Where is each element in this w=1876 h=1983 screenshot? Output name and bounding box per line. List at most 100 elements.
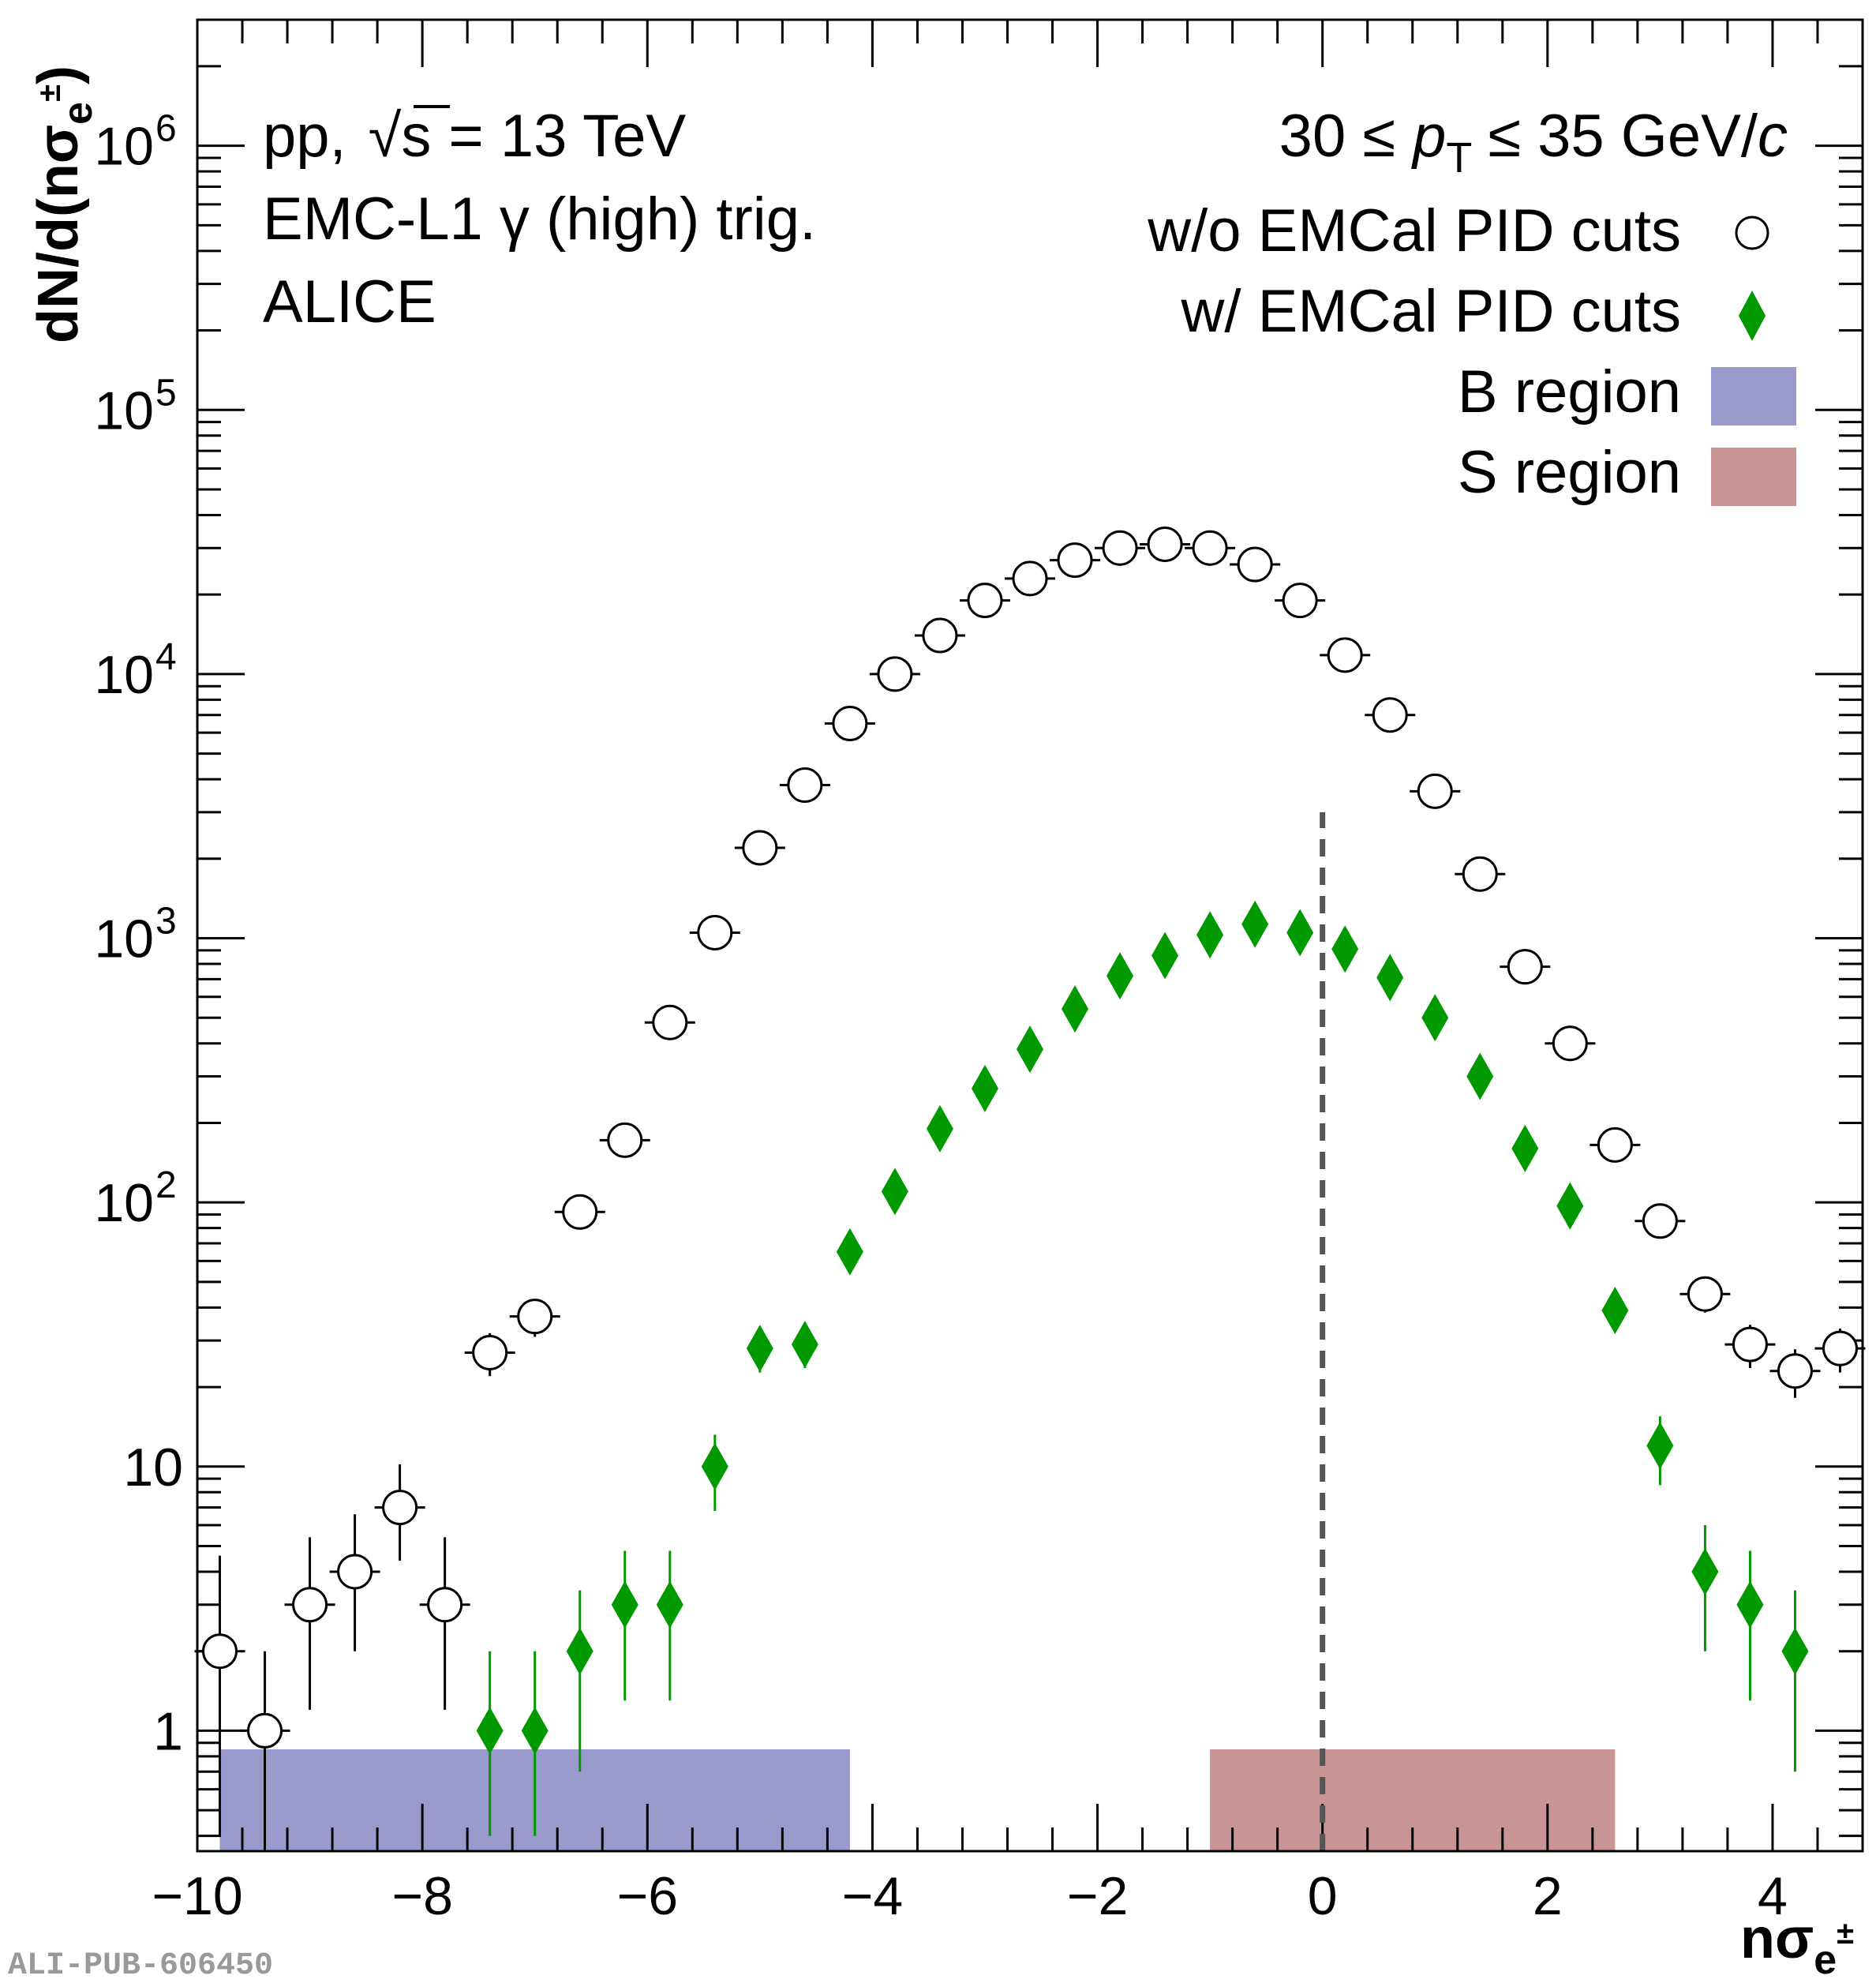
data-point-diamond (881, 1168, 908, 1216)
y-tick-label-exponent: 4 (155, 636, 177, 678)
x-tick-label: −10 (152, 1866, 242, 1926)
data-point-diamond (1556, 1182, 1584, 1230)
legend-box-b-region (1711, 367, 1796, 425)
data-point-diamond (1601, 1287, 1629, 1335)
annotation-experiment: ALICE (263, 268, 436, 335)
data-point-diamond (1107, 952, 1134, 1000)
data-point-diamond (791, 1321, 818, 1369)
annotation-pt-range: 30 ≤ pT ≤ 35 GeV/c (1279, 103, 1788, 182)
data-point-diamond (1646, 1422, 1674, 1470)
data-point-open-circle (1417, 773, 1453, 809)
series-without-pid-cuts (194, 526, 1866, 1851)
data-point-diamond (836, 1228, 863, 1276)
plot-frame (196, 18, 1864, 1853)
data-point-diamond (656, 1580, 683, 1629)
data-point-open-circle (607, 1122, 643, 1158)
y-tick-label: 10 (94, 1173, 154, 1233)
data-point-open-circle (247, 1712, 283, 1749)
data-point-diamond (746, 1325, 773, 1373)
data-point-open-circle (877, 656, 913, 692)
data-point-open-circle (1462, 856, 1498, 892)
data-point-open-circle (1282, 583, 1318, 619)
data-point-diamond (1286, 909, 1314, 957)
data-point-open-circle (1777, 1353, 1813, 1389)
data-point-diamond (1691, 1547, 1719, 1595)
data-point-open-circle (1147, 526, 1183, 562)
y-tick-label-exponent: 3 (155, 901, 177, 943)
data-point-open-circle (1822, 1330, 1858, 1366)
data-point-diamond (1196, 911, 1224, 959)
y-tick-label: 10 (94, 909, 154, 969)
y-axis-title: dN/d(nσe±) (27, 66, 101, 343)
y-tick-label: 10 (94, 380, 154, 440)
axis-ticks (196, 18, 1864, 1851)
data-point-diamond (611, 1580, 638, 1629)
data-point-open-circle (697, 914, 733, 950)
x-tick-label: −8 (391, 1866, 453, 1926)
data-point-open-circle (1057, 542, 1093, 579)
data-point-diamond (1466, 1052, 1494, 1100)
data-point-open-circle (517, 1299, 553, 1335)
data-point-diamond (1062, 985, 1089, 1033)
data-point-open-circle (832, 706, 868, 742)
data-point-diamond (521, 1707, 549, 1755)
data-point-open-circle (1237, 546, 1273, 583)
y-tick-label-exponent: 5 (155, 372, 177, 414)
annotation-trigger: EMC-L1 γ (high) trig. (263, 186, 816, 253)
watermark: ALI-PUB-606450 (8, 1948, 273, 1983)
x-tick-label: 4 (1758, 1866, 1788, 1926)
data-point-diamond (1241, 900, 1269, 948)
legend-marker-diamond (1739, 291, 1766, 341)
legend-marker-open-circle (1735, 216, 1769, 250)
data-point-diamond (971, 1064, 998, 1112)
data-point-open-circle (652, 1004, 688, 1040)
x-tick-labels: −10 −8 −6 −4 −2 0 2 4 (152, 1866, 1788, 1926)
data-point-open-circle (1552, 1025, 1588, 1062)
y-tick-label-exponent: 2 (155, 1164, 177, 1206)
data-point-open-circle (1012, 560, 1048, 597)
data-point-open-circle (1597, 1126, 1633, 1163)
data-point-open-circle (292, 1587, 328, 1623)
data-point-open-circle (787, 767, 823, 804)
data-point-open-circle (472, 1334, 508, 1370)
y-tick-label: 10 (94, 117, 154, 177)
data-point-diamond (1736, 1580, 1764, 1629)
data-point-open-circle (1327, 637, 1363, 673)
data-point-open-circle (922, 617, 958, 654)
data-point-diamond (1511, 1124, 1539, 1172)
data-point-diamond (566, 1627, 594, 1675)
x-tick-label: −4 (842, 1866, 904, 1926)
data-point-open-circle (1507, 949, 1543, 985)
data-point-open-circle (1372, 697, 1408, 733)
x-tick-label: −2 (1067, 1866, 1129, 1926)
legend-label-with-pid: w/ EMCal PID cuts (1181, 278, 1681, 345)
data-point-open-circle (427, 1587, 463, 1623)
data-point-open-circle (562, 1194, 598, 1230)
legend-box-s-region (1711, 448, 1796, 506)
y-tick-label: 10 (94, 645, 154, 705)
x-tick-label: 0 (1308, 1866, 1338, 1926)
data-point-diamond (1781, 1627, 1809, 1675)
data-point-open-circle (1642, 1203, 1678, 1239)
x-tick-label: −6 (617, 1866, 679, 1926)
data-point-open-circle (967, 583, 1003, 619)
data-point-open-circle (1102, 530, 1138, 566)
legend-label-b-region: B region (1458, 358, 1681, 425)
x-axis-title: nσe± (1740, 1907, 1854, 1983)
y-tick-label: 1 (153, 1701, 183, 1761)
data-point-open-circle (1687, 1276, 1723, 1312)
data-point-diamond (476, 1707, 504, 1755)
data-point-diamond (1421, 994, 1449, 1042)
data-point-diamond (1376, 954, 1404, 1002)
data-point-diamond (926, 1104, 953, 1153)
data-point-diamond (1017, 1025, 1043, 1074)
series-with-pid-cuts (476, 900, 1809, 1836)
legend-label-s-region: S region (1458, 439, 1681, 506)
data-point-open-circle (1732, 1326, 1768, 1363)
data-point-diamond (1331, 925, 1359, 973)
legend-label-without-pid: w/o EMCal PID cuts (1147, 197, 1681, 264)
data-point-open-circle (337, 1554, 373, 1590)
data-point-open-circle (742, 830, 778, 866)
